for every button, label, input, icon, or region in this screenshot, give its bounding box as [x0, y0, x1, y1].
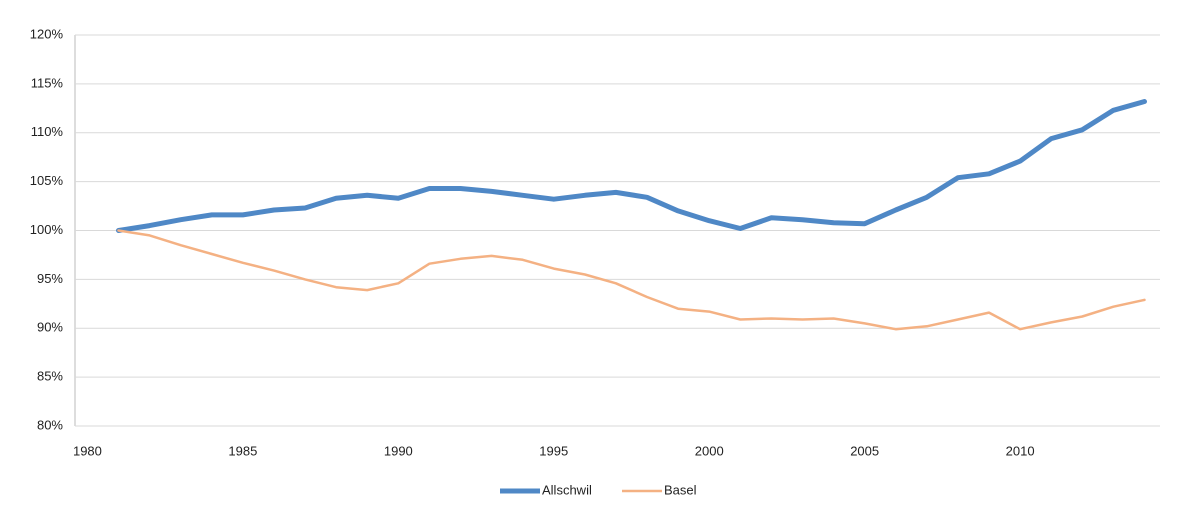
y-tick-label: 110%	[31, 124, 64, 139]
y-tick-label: 100%	[30, 222, 64, 237]
x-tick-label: 1990	[384, 443, 413, 458]
y-tick-label: 80%	[37, 417, 63, 432]
y-tick-label: 90%	[37, 320, 63, 335]
y-tick-label: 95%	[37, 271, 63, 286]
x-tick-label: 2005	[850, 443, 879, 458]
y-tick-label: 105%	[30, 173, 64, 188]
series-line	[116, 99, 1147, 233]
x-tick-label: 1985	[228, 443, 257, 458]
x-tick-label: 2000	[695, 443, 724, 458]
y-tick-label: 115%	[31, 75, 64, 90]
y-tick-label: 85%	[37, 369, 63, 384]
series-line	[117, 229, 1146, 331]
legend-label: Allschwil	[542, 482, 592, 497]
x-tick-label: 2010	[1006, 443, 1035, 458]
x-tick-label: 1980	[73, 443, 102, 458]
x-tick-label: 1995	[539, 443, 568, 458]
y-tick-label: 120%	[30, 26, 64, 41]
legend-label: Basel	[664, 482, 697, 497]
